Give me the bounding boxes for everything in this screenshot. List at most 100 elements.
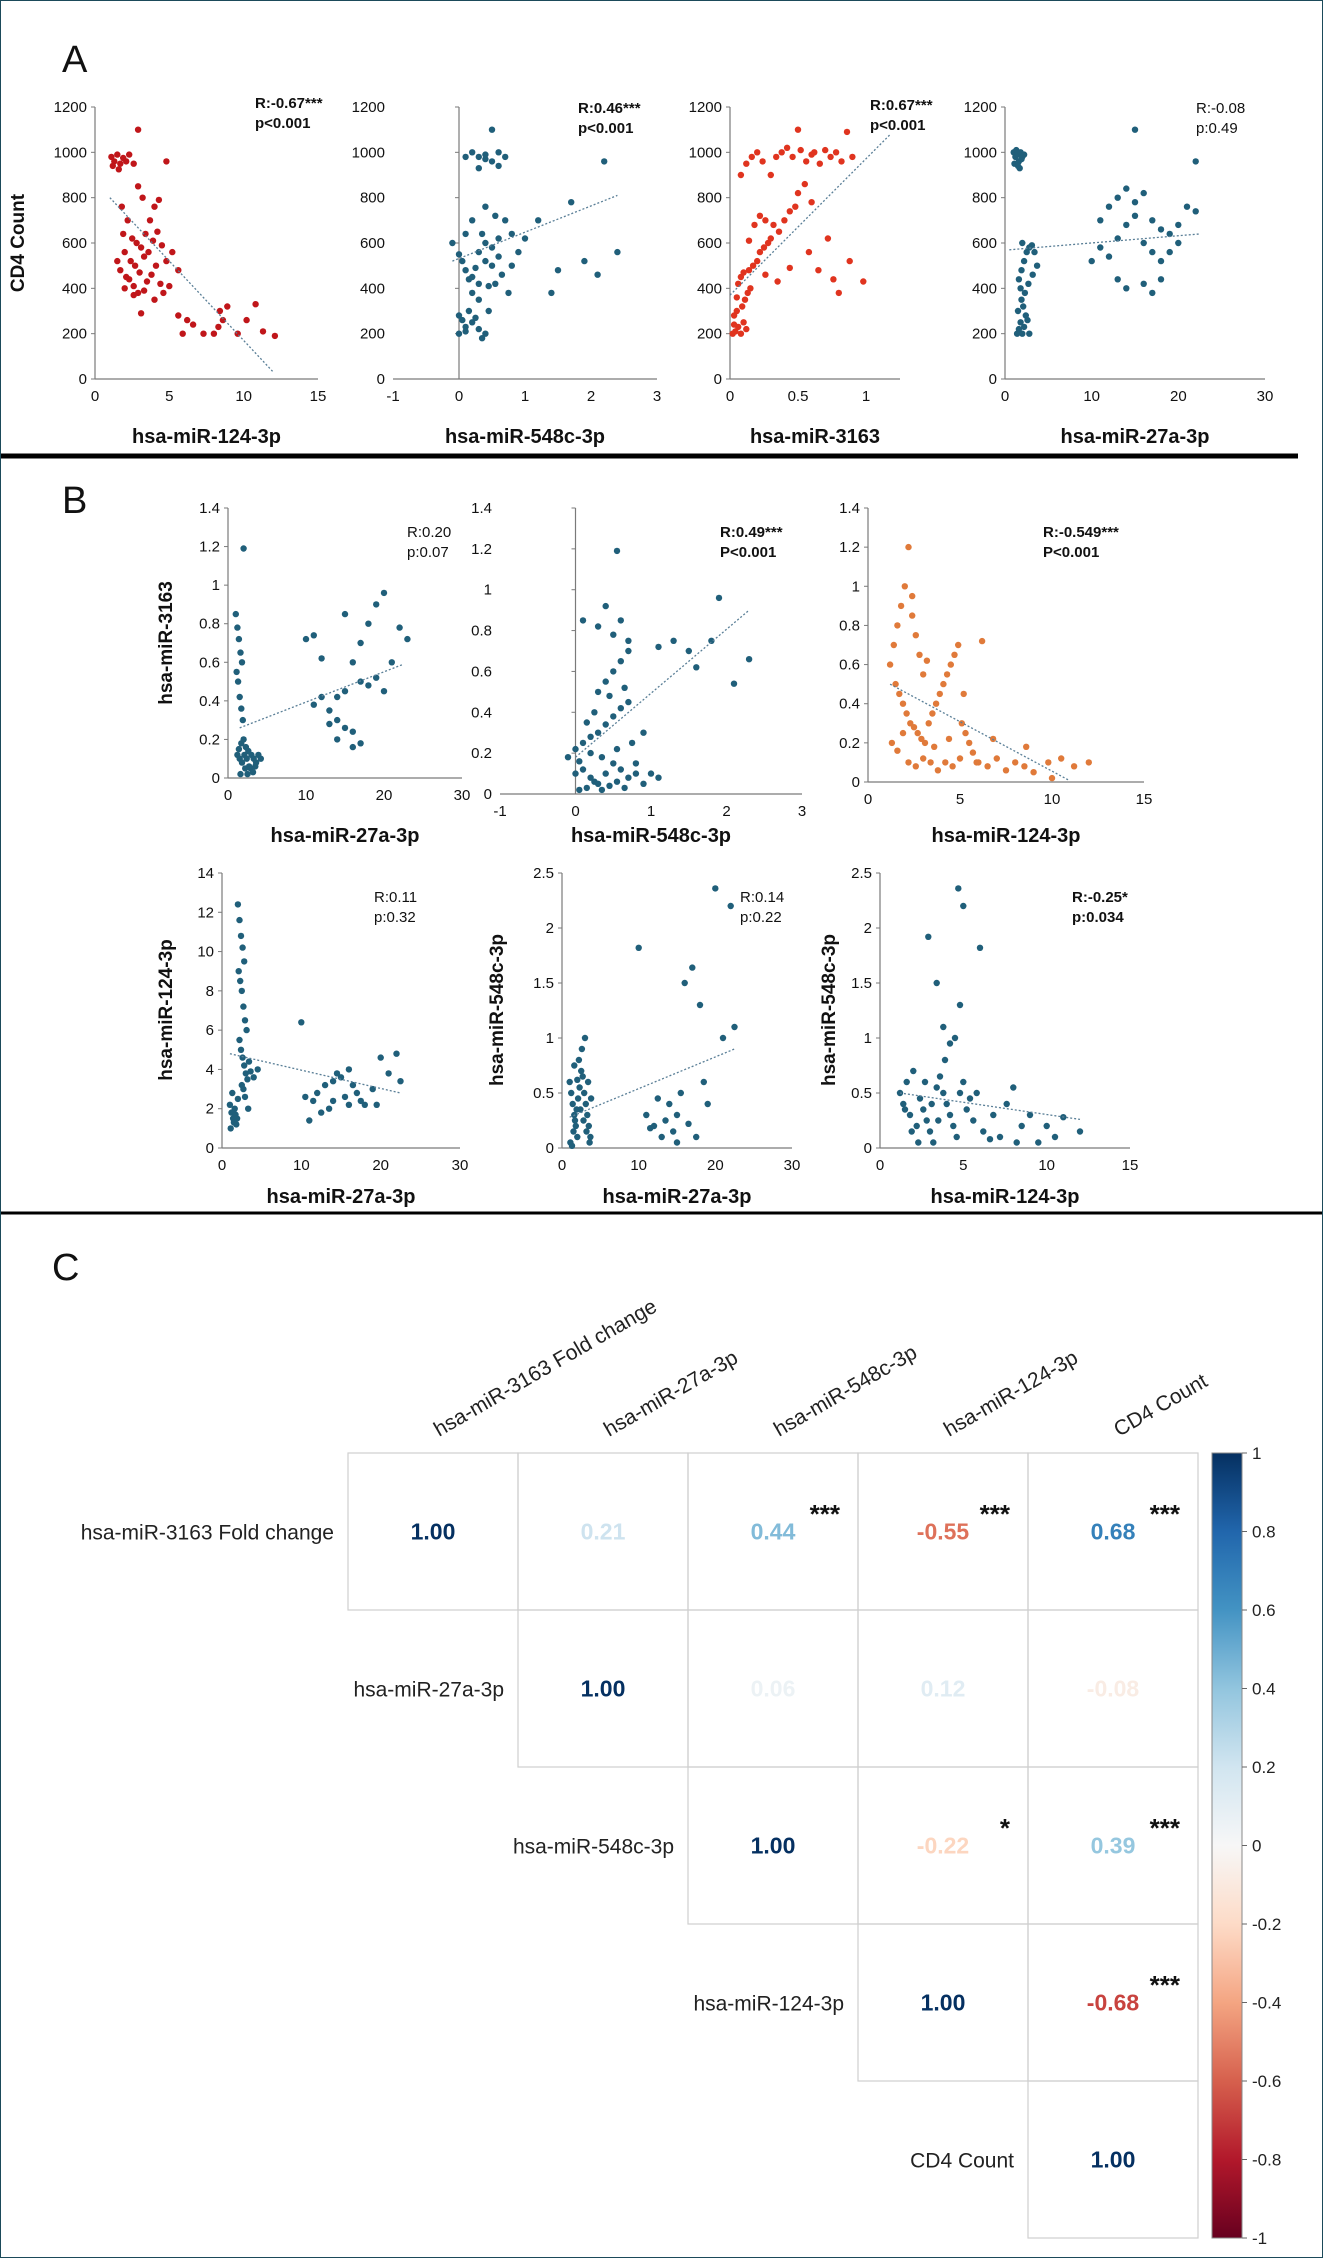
data-point xyxy=(1149,217,1156,224)
data-point xyxy=(121,248,128,256)
x-tick-label: 30 xyxy=(784,1157,801,1174)
trend-line xyxy=(729,133,891,296)
data-point xyxy=(254,1066,261,1073)
data-point xyxy=(469,217,476,224)
data-point xyxy=(990,1111,997,1119)
data-point xyxy=(1058,755,1065,762)
data-point xyxy=(756,212,764,219)
x-axis-label: hsa-miR-27a-3p xyxy=(271,825,420,847)
data-point xyxy=(925,720,932,727)
data-point xyxy=(488,262,496,269)
data-point xyxy=(151,203,158,210)
x-tick-label: -1 xyxy=(386,388,399,405)
data-point xyxy=(475,325,482,333)
data-point xyxy=(478,230,486,238)
stat-p-value: p<0.001 xyxy=(870,117,925,134)
data-point xyxy=(1070,763,1078,770)
data-point xyxy=(1015,276,1023,283)
x-tick-label: 5 xyxy=(165,388,173,405)
heatmap-row-label: hsa-miR-3163 Fold change xyxy=(81,1522,334,1545)
data-point xyxy=(655,774,662,781)
data-point xyxy=(685,647,692,655)
stat-p-value: P<0.001 xyxy=(720,544,776,561)
data-point xyxy=(357,639,364,647)
significance-stars: *** xyxy=(980,1499,1011,1529)
data-point xyxy=(934,767,942,774)
data-point xyxy=(163,158,170,165)
data-point xyxy=(899,700,907,707)
data-point xyxy=(326,707,333,714)
data-point xyxy=(673,1111,681,1119)
data-point xyxy=(920,1106,927,1113)
heatmap-cell: 0.68 *** xyxy=(1091,1499,1181,1545)
trend-line xyxy=(239,663,404,729)
data-point xyxy=(397,1078,404,1085)
data-point xyxy=(580,1117,587,1124)
data-point xyxy=(334,736,341,743)
data-point xyxy=(310,701,317,708)
data-point xyxy=(886,661,894,668)
y-tick-label: 10 xyxy=(197,944,214,961)
x-tick-label: 0 xyxy=(571,803,579,820)
data-point xyxy=(1051,1133,1059,1141)
x-tick-label: 0 xyxy=(224,787,232,804)
data-point xyxy=(581,257,588,265)
data-point xyxy=(1140,189,1147,197)
data-point xyxy=(134,126,142,133)
data-point xyxy=(655,643,662,651)
data-point xyxy=(625,637,632,644)
data-point xyxy=(396,624,403,631)
data-point xyxy=(1020,303,1027,310)
data-point xyxy=(792,203,799,210)
x-tick-label: -1 xyxy=(493,803,506,820)
data-point xyxy=(1018,296,1025,303)
data-point xyxy=(515,248,522,256)
data-point xyxy=(1014,307,1022,315)
data-point xyxy=(843,128,851,136)
x-tick-label: 0 xyxy=(218,1157,226,1174)
data-point xyxy=(936,690,943,698)
correlation-value: -0.22 xyxy=(917,1833,969,1859)
data-point xyxy=(610,713,617,720)
data-point xyxy=(1114,194,1121,201)
y-tick-label: 0.4 xyxy=(839,696,860,713)
colorbar-tick-label: 1 xyxy=(1252,1444,1261,1463)
data-point xyxy=(239,716,246,724)
data-point xyxy=(1123,221,1130,229)
stat-r-value: R:0.14 xyxy=(740,889,784,906)
y-tick-label: 400 xyxy=(972,280,997,297)
data-point xyxy=(905,759,912,766)
data-point xyxy=(808,199,815,206)
data-point xyxy=(1018,267,1025,274)
y-tick-label: 0 xyxy=(212,770,220,787)
data-point xyxy=(349,1081,357,1089)
data-point xyxy=(984,763,991,770)
data-point xyxy=(334,693,341,701)
data-point xyxy=(598,754,606,761)
data-point xyxy=(935,1117,942,1124)
y-tick-label: 0.5 xyxy=(533,1085,554,1102)
x-tick-label: 5 xyxy=(959,1157,967,1174)
data-point xyxy=(238,705,245,712)
data-point xyxy=(805,248,813,256)
data-point xyxy=(643,1111,650,1119)
chart-b6: 0 0.5 1 1.5 2 2.5 0 5 10 15 hsa-miR-124-3p hsa-miR-… xyxy=(819,865,1138,1208)
data-point xyxy=(932,700,940,707)
data-point xyxy=(740,269,747,276)
data-point xyxy=(1018,1122,1025,1130)
data-point xyxy=(240,1003,247,1010)
data-point xyxy=(986,1136,994,1143)
data-point xyxy=(252,301,259,308)
data-point xyxy=(121,285,128,292)
data-point xyxy=(134,183,142,190)
data-point xyxy=(617,705,624,712)
data-point xyxy=(700,1078,707,1086)
data-point xyxy=(245,1105,252,1112)
data-point xyxy=(1020,323,1028,331)
data-point xyxy=(1021,289,1029,297)
heatmap-cell: 1.00 xyxy=(921,1990,966,2016)
heatmap-cell: -0.22 * xyxy=(917,1813,1011,1859)
data-point xyxy=(247,1068,254,1075)
data-point xyxy=(1043,1122,1050,1130)
data-point xyxy=(581,1034,589,1042)
